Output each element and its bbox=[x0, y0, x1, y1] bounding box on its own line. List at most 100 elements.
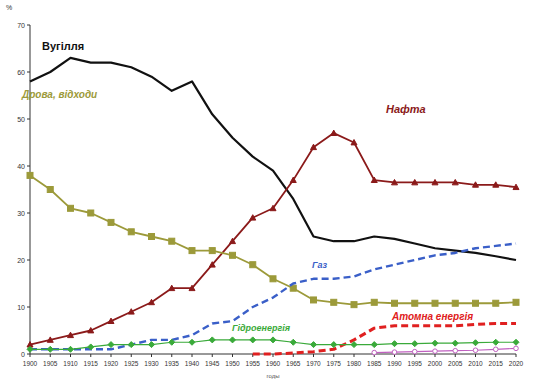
point bbox=[209, 262, 215, 267]
x-tick-label: 1980 bbox=[347, 360, 362, 367]
point bbox=[331, 130, 337, 135]
point bbox=[209, 248, 215, 254]
x-tick bbox=[273, 354, 274, 357]
chart: 0102030405060701900190519101915192019251… bbox=[0, 0, 538, 389]
series-label: Дрова, відходи bbox=[21, 89, 97, 100]
point bbox=[108, 318, 114, 323]
x-tick bbox=[435, 354, 436, 357]
point bbox=[88, 210, 94, 216]
x-tick bbox=[414, 354, 415, 357]
x-tick-label: 1965 bbox=[286, 360, 301, 367]
point bbox=[209, 337, 215, 343]
x-tick-label: 2000 bbox=[428, 360, 443, 367]
series-label: Вугілля bbox=[42, 40, 84, 52]
point bbox=[27, 346, 33, 352]
point bbox=[290, 339, 296, 345]
x-tick-label: 1915 bbox=[84, 360, 99, 367]
point bbox=[290, 177, 296, 182]
y-tick bbox=[27, 213, 30, 214]
point bbox=[513, 184, 519, 189]
y-axis-label: % bbox=[6, 4, 12, 11]
x-tick bbox=[192, 354, 193, 357]
plot-area bbox=[27, 58, 519, 355]
x-tick bbox=[212, 354, 213, 357]
point bbox=[149, 299, 155, 304]
point bbox=[128, 309, 134, 314]
point bbox=[169, 238, 175, 244]
point bbox=[453, 348, 458, 353]
point bbox=[371, 342, 377, 348]
y-tick bbox=[27, 25, 30, 26]
point bbox=[412, 341, 418, 347]
point bbox=[452, 179, 458, 184]
point bbox=[311, 342, 317, 348]
point bbox=[432, 300, 438, 306]
point bbox=[311, 144, 317, 149]
point bbox=[149, 234, 155, 240]
point bbox=[432, 340, 438, 346]
point bbox=[372, 350, 377, 355]
series-line bbox=[30, 133, 516, 345]
point bbox=[27, 172, 33, 178]
point bbox=[230, 238, 236, 243]
x-tick bbox=[516, 354, 517, 357]
point bbox=[351, 302, 357, 308]
y-tick-label: 0 bbox=[21, 351, 25, 358]
series-line bbox=[253, 323, 516, 354]
x-tick-label: 2005 bbox=[448, 360, 463, 367]
point bbox=[149, 342, 155, 348]
x-tick-label: 1975 bbox=[327, 360, 342, 367]
point bbox=[473, 300, 479, 306]
point bbox=[432, 179, 438, 184]
point bbox=[452, 300, 458, 306]
x-tick bbox=[111, 354, 112, 357]
x-tick-label: 1905 bbox=[43, 360, 58, 367]
point bbox=[412, 349, 417, 354]
y-axis bbox=[30, 25, 31, 354]
x-tick-label: 1950 bbox=[225, 360, 240, 367]
x-tick-label: 2010 bbox=[468, 360, 483, 367]
point bbox=[270, 205, 276, 210]
point bbox=[250, 215, 256, 220]
point bbox=[189, 339, 195, 345]
point bbox=[189, 248, 195, 254]
y-tick-label: 20 bbox=[17, 257, 25, 264]
x-tick bbox=[30, 354, 31, 357]
point bbox=[473, 348, 478, 353]
x-tick-label: 1925 bbox=[124, 360, 139, 367]
x-tick bbox=[354, 354, 355, 357]
point bbox=[493, 182, 499, 187]
point bbox=[412, 300, 418, 306]
x-axis-label: годы bbox=[266, 373, 279, 379]
point bbox=[392, 341, 398, 347]
x-tick bbox=[475, 354, 476, 357]
x-tick-label: 1985 bbox=[367, 360, 382, 367]
point bbox=[169, 285, 175, 290]
series-label: Гідроенергія bbox=[232, 323, 291, 333]
x-tick-label: 1995 bbox=[408, 360, 423, 367]
x-tick bbox=[171, 354, 172, 357]
point bbox=[513, 299, 519, 305]
series-line bbox=[30, 175, 516, 304]
point bbox=[68, 332, 74, 337]
x-tick-label: 1910 bbox=[63, 360, 78, 367]
x-tick bbox=[232, 354, 233, 357]
x-tick bbox=[50, 354, 51, 357]
point bbox=[311, 297, 317, 303]
x-tick bbox=[495, 354, 496, 357]
y-tick-label: 10 bbox=[17, 304, 25, 311]
x-tick-label: 1960 bbox=[266, 360, 281, 367]
point bbox=[88, 344, 94, 350]
point bbox=[433, 349, 438, 354]
point bbox=[47, 187, 53, 193]
point bbox=[88, 328, 94, 333]
y-tick bbox=[27, 166, 30, 167]
point bbox=[108, 219, 114, 225]
x-tick bbox=[70, 354, 71, 357]
x-tick-label: 1940 bbox=[185, 360, 200, 367]
point bbox=[68, 205, 74, 211]
point bbox=[250, 262, 256, 268]
x-tick-label: 1990 bbox=[387, 360, 402, 367]
x-tick-label: 1920 bbox=[104, 360, 119, 367]
point bbox=[371, 177, 377, 182]
